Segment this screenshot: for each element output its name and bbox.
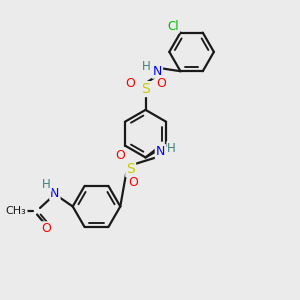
Text: N: N	[50, 187, 60, 200]
Text: O: O	[115, 149, 125, 162]
Text: S: S	[141, 82, 150, 96]
Text: Cl: Cl	[167, 20, 179, 33]
Text: S: S	[126, 162, 135, 176]
Text: N: N	[153, 65, 162, 78]
Text: O: O	[125, 77, 135, 90]
Text: H: H	[142, 60, 151, 73]
Text: CH₃: CH₃	[6, 206, 27, 216]
Text: O: O	[156, 77, 166, 90]
Text: O: O	[128, 176, 138, 189]
Text: N: N	[156, 145, 165, 158]
Text: O: O	[41, 222, 51, 235]
Text: H: H	[167, 142, 176, 155]
Text: H: H	[42, 178, 51, 191]
